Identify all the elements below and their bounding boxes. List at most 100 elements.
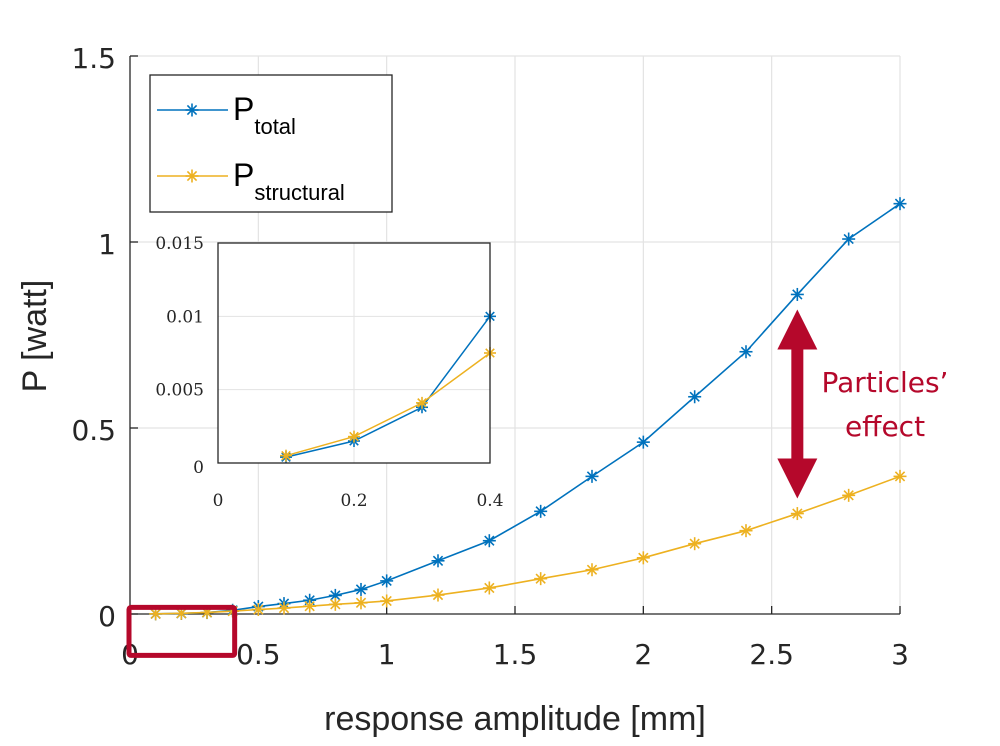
legend-entry-total: Ptotal [157,91,296,139]
data-point-structural-stroke [355,597,367,609]
legend-label-structural-sub: structural [254,180,344,205]
inset-grid [218,243,490,463]
data-point-total [790,287,804,301]
data-point-total [636,435,650,449]
data-point-structural [328,597,342,611]
x-tick-label: 0.5 [236,638,281,671]
data-point-structural [380,594,394,608]
data-point-total [585,469,599,483]
data-point-total-stroke [330,590,341,601]
data-point-structural [251,603,265,617]
inset-data-point-structural [348,430,360,443]
y-tick-label: 1.5 [71,42,116,75]
data-point-structural [354,596,368,610]
data-point-total [893,197,907,211]
data-point-total [482,534,496,548]
legend: Ptotal Pstructural [149,74,393,213]
series-line-structural [155,475,901,615]
y-axis-label: P [watt] [16,280,54,393]
data-point-structural [842,488,856,502]
inset-plot: 0 0.2 0.4 0 0.005 0.01 0.015 [155,234,503,511]
legend-marker-total [185,103,199,117]
inset-y-tick-label: 0.01 [166,307,204,327]
inset-x-ticks: 0 0.2 0.4 [213,491,504,511]
inset-x-tick-label: 0.4 [476,491,503,511]
data-point-total-stroke [894,198,906,209]
inset-y-tick-label: 0.005 [155,381,204,401]
legend-entry-structural: Pstructural [157,157,345,205]
data-point-total [688,390,702,404]
inset-frame [217,242,491,464]
svg-text:Ptotal: Ptotal [233,91,296,139]
data-point-structural [688,537,702,551]
data-point-structural [585,563,599,577]
data-point-total-stroke [535,506,546,517]
data-point-structural-stroke [432,589,444,601]
data-point-total-stroke [689,391,700,402]
inset-data-point-structural [416,396,428,409]
data-point-structural-stroke [381,595,392,607]
x-tick-label: 2 [634,638,652,671]
data-point-structural-stroke [304,601,315,612]
data-point-total-stroke [638,436,649,448]
y-tick-label: 0.5 [71,414,116,447]
data-point-structural-stroke [792,508,803,519]
data-point-structural [482,581,496,595]
data-point-total [380,574,394,588]
inset-x-tick-label: 0.2 [340,491,367,511]
data-point-structural [636,551,650,565]
data-point-structural-stroke [176,608,187,619]
data-point-structural [893,469,907,483]
data-point-total [842,232,856,246]
x-tick-label: 1.5 [493,638,538,671]
data-point-structural-stroke [894,471,906,482]
data-point-structural [277,601,291,615]
inset-data-point-structural-stroke [349,431,359,442]
inset-data-point-structural-stroke [417,398,427,408]
svg-text:Pstructural: Pstructural [233,157,345,205]
double-arrow-shape [777,309,818,499]
data-point-total-stroke [792,289,803,300]
data-point-structural-stroke [689,538,700,549]
legend-label-structural-main: P [233,157,254,193]
data-point-structural-stroke [253,604,264,615]
data-point-total [534,504,548,518]
legend-marker-structural-stroke [186,170,198,182]
data-point-total-stroke [432,555,444,566]
data-point-total [431,554,445,568]
x-ticks: 0 0.5 1 1.5 2 2.5 3 [121,606,909,671]
data-point-structural-stroke [484,582,495,594]
inset-y-ticks: 0 0.005 0.01 0.015 [155,234,204,478]
data-point-total [739,345,753,359]
annotation-line-2: effect [845,410,925,443]
legend-marker-structural-icon [185,169,199,183]
double-arrow-icon [777,309,818,499]
inset-series-line-total [285,315,491,458]
data-point-structural-stroke [843,490,854,501]
data-point-total-stroke [484,535,495,546]
x-tick-label: 1 [378,638,396,671]
legend-marker-total-icon [185,103,199,117]
inset-series-line-structural [285,352,491,457]
y-tick-label: 0 [98,600,116,633]
data-point-structural [790,507,804,521]
data-point-total-stroke [843,233,854,245]
annotations: Particles’ effect [126,309,949,658]
data-point-structural-stroke [586,564,598,575]
legend-label-total-sub: total [254,114,296,139]
data-point-structural-stroke [638,552,649,563]
inset-y-tick-label: 0.015 [155,234,204,254]
inset-data-point-structural-stroke [281,450,291,461]
data-point-total [354,582,368,596]
data-point-structural [739,524,753,538]
legend-marker-total-stroke [186,104,198,116]
zoom-region-box [126,604,238,658]
data-point-total-stroke [381,575,392,587]
inset-x-tick-label: 0 [213,491,224,511]
data-point-structural-stroke [330,599,341,610]
y-tick-label: 1 [98,228,116,261]
data-point-structural [431,588,445,602]
annotation-line-1: Particles’ [822,366,949,399]
data-point-total-stroke [740,346,752,357]
